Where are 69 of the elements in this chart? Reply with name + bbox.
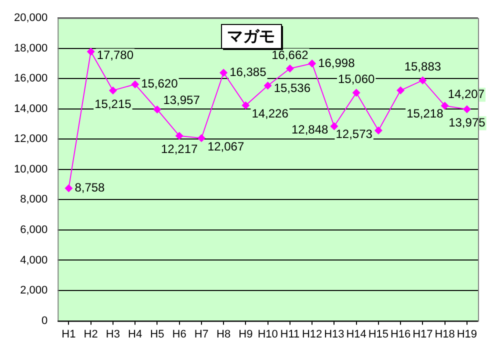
x-tick-label: H7 xyxy=(194,328,208,340)
point xyxy=(197,134,206,142)
point xyxy=(86,48,95,56)
y-tick-label: 10,000 xyxy=(14,163,48,176)
x-tick-label: H9 xyxy=(238,328,253,340)
x-tick-label: H12 xyxy=(302,328,322,340)
x-tick-label: H13 xyxy=(324,328,344,340)
data-label: 12,217 xyxy=(160,142,198,156)
point xyxy=(308,59,316,68)
data-label: 16,998 xyxy=(318,56,356,70)
y-tick-label: 18,000 xyxy=(14,42,48,54)
y-tick-label: 12,000 xyxy=(14,133,48,146)
x-tick-label: H11 xyxy=(280,328,300,340)
point xyxy=(418,76,427,84)
data-label: 13,957 xyxy=(163,92,200,107)
point xyxy=(330,122,338,130)
point xyxy=(153,105,162,114)
y-tick-label: 0 xyxy=(42,314,48,327)
x-tick-label: H18 xyxy=(434,328,455,340)
x-tick-label: H14 xyxy=(346,328,366,340)
data-label: 15,218 xyxy=(406,106,444,121)
x-tick-label: H15 xyxy=(368,328,389,340)
point xyxy=(396,86,405,94)
data-label: 12,573 xyxy=(336,126,373,141)
data-label: 15,060 xyxy=(338,72,375,86)
point xyxy=(352,88,360,97)
x-tick-label: H3 xyxy=(106,328,120,340)
data-label: 12,067 xyxy=(207,139,244,154)
data-label: 16,385 xyxy=(230,65,267,80)
y-tick-label: 6,000 xyxy=(20,224,48,236)
point xyxy=(175,132,184,140)
point xyxy=(286,64,294,73)
data-label: 14,226 xyxy=(252,106,289,121)
point xyxy=(374,126,382,134)
x-tick-label: H19 xyxy=(456,328,478,340)
point xyxy=(131,80,140,88)
data-label: 8,758 xyxy=(74,180,106,195)
y-tick-label: 16,000 xyxy=(14,72,48,85)
point xyxy=(242,101,250,110)
x-tick-label: H2 xyxy=(84,328,98,340)
data-label: 15,620 xyxy=(141,76,178,91)
y-tick-label: 2,000 xyxy=(20,284,48,297)
point xyxy=(462,105,471,114)
data-label: 15,215 xyxy=(94,96,132,111)
y-tick-label: 4,000 xyxy=(20,254,48,266)
y-tick-label: 20,000 xyxy=(14,12,48,24)
y-tick-label: 14,000 xyxy=(14,102,48,115)
y-tick-label: 8,000 xyxy=(20,194,48,206)
x-tick-label: H6 xyxy=(172,328,186,340)
data-label: 16,662 xyxy=(272,48,309,62)
data-label: 17,780 xyxy=(96,48,134,62)
x-tick-label: H4 xyxy=(128,328,142,340)
x-tick-label: H1 xyxy=(62,328,76,340)
text: マガモ xyxy=(227,28,276,46)
point xyxy=(220,68,228,77)
x-tick-label: H17 xyxy=(412,328,433,340)
x-tick-label: H16 xyxy=(390,328,411,340)
data-label: 14,207 xyxy=(448,87,485,102)
x-tick-label: H8 xyxy=(216,328,231,340)
data-label: 15,883 xyxy=(404,60,442,74)
data-label: 12,848 xyxy=(291,122,329,137)
point xyxy=(264,82,272,90)
point xyxy=(108,86,117,94)
data-label: 13,975 xyxy=(448,116,486,130)
x-tick-label: H5 xyxy=(150,328,164,340)
x-tick-label: H10 xyxy=(258,328,278,340)
data-label: 15,536 xyxy=(274,80,311,95)
point xyxy=(440,102,449,110)
point xyxy=(64,184,73,192)
